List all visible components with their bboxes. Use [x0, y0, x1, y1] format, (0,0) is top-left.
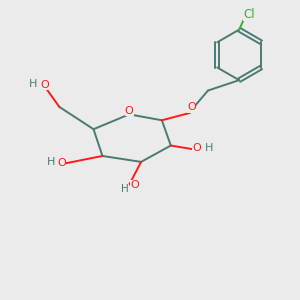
Text: O: O	[187, 103, 196, 112]
Text: O: O	[192, 143, 201, 153]
Text: O: O	[125, 106, 134, 116]
Text: Cl: Cl	[243, 8, 255, 21]
Text: O: O	[57, 158, 66, 168]
Text: H: H	[29, 79, 38, 89]
Text: O: O	[130, 180, 139, 190]
Text: H: H	[121, 184, 129, 194]
Text: H: H	[47, 157, 55, 167]
Text: O: O	[41, 80, 50, 90]
Text: H: H	[205, 142, 214, 153]
